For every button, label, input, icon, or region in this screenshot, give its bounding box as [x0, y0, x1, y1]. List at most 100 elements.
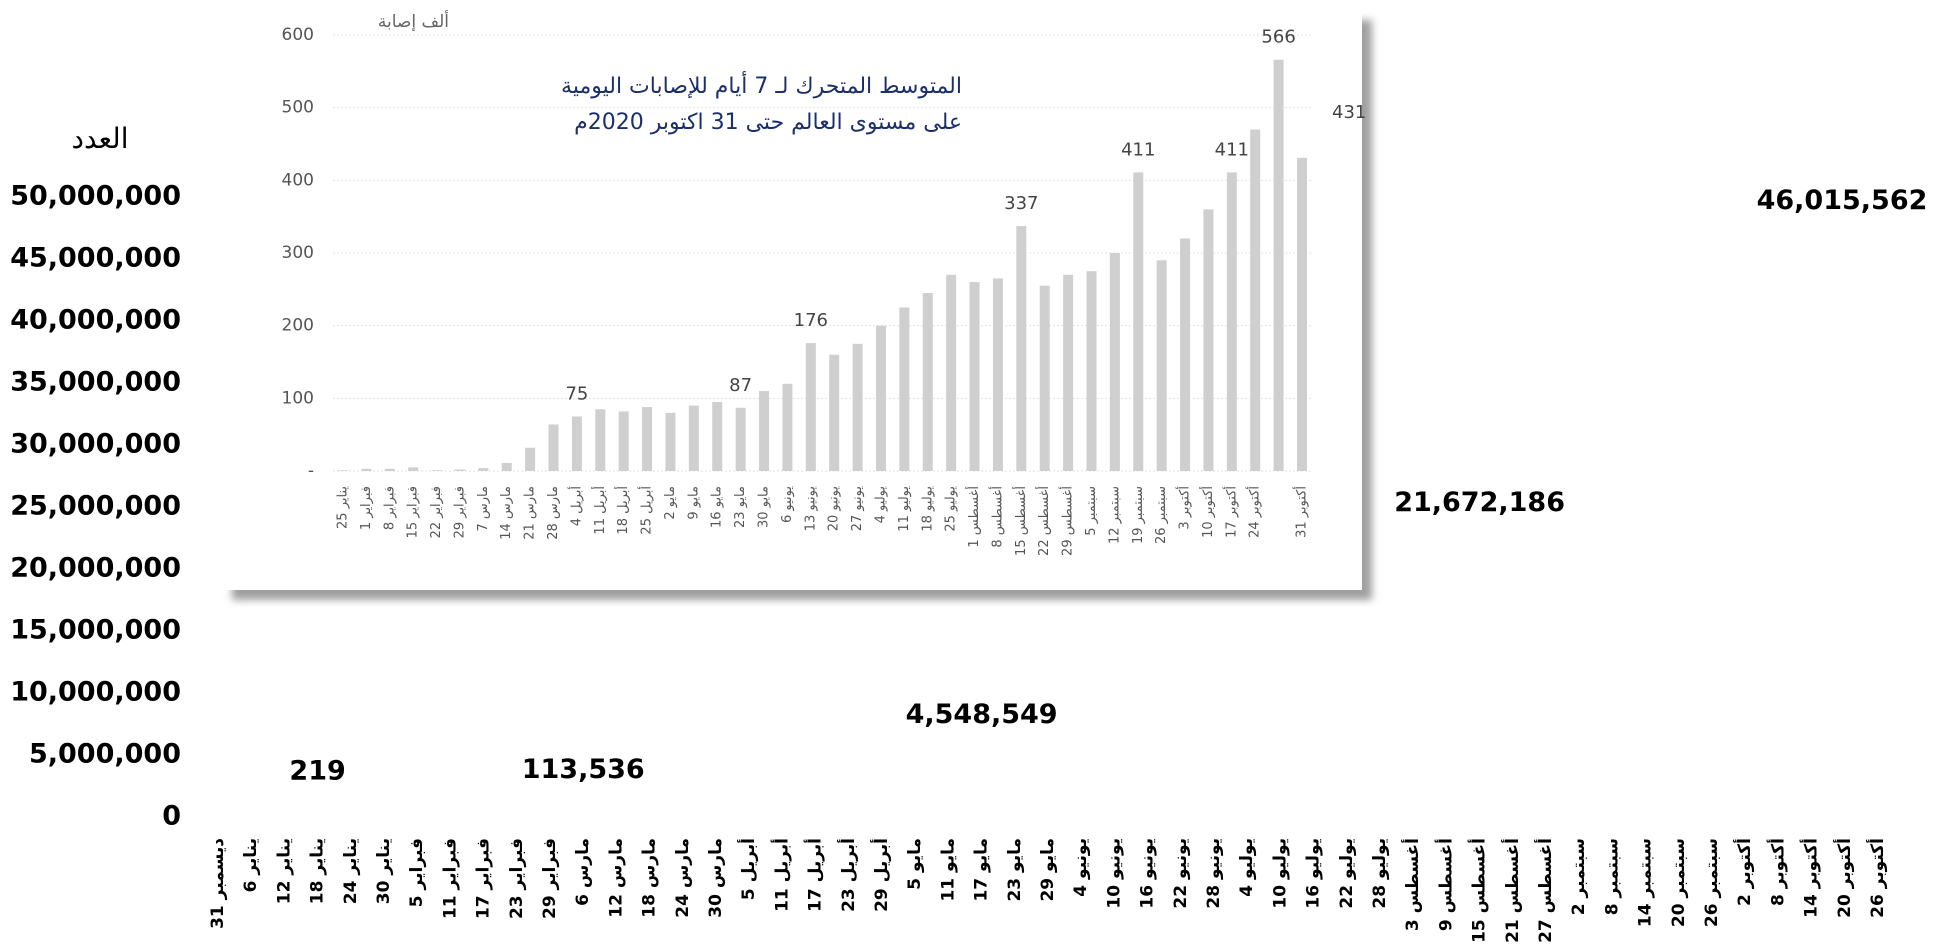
x-tick-label: 20 أكتوبر — [1833, 838, 1855, 918]
x-tick-label: 23 مايو — [733, 486, 748, 528]
x-tick-label: 10 أكتوبر — [1199, 486, 1216, 538]
x-tick-label: 6 يناير — [241, 838, 261, 892]
x-tick-label: 15 فبراير — [406, 486, 421, 538]
y-tick-label: 500 — [282, 98, 314, 118]
bar — [922, 292, 933, 471]
y-tick-label: 5,000,000 — [29, 739, 181, 770]
x-tick-label: 15 أغسطس — [1468, 838, 1490, 943]
x-tick-label: 4 يوليو — [873, 486, 888, 524]
x-tick-label: 11 فبراير — [440, 838, 460, 919]
x-tick-label: 18 أبريل — [614, 486, 631, 535]
x-tick-label: 27 أغسطس — [1534, 838, 1556, 943]
bar — [1226, 172, 1237, 471]
x-tick-label: 1 أغسطس — [965, 486, 982, 548]
x-tick-label: 3 أكتوبر — [1176, 486, 1193, 530]
x-tick-label: 5 فبراير — [407, 838, 427, 907]
bar — [1180, 238, 1191, 471]
x-tick-label: 11 أبريل — [770, 838, 792, 912]
x-tick-label: 2 سبتمبر — [1569, 838, 1589, 915]
x-tick-label: 4 يوليو — [1237, 838, 1257, 897]
y-tick-label: 400 — [282, 170, 314, 190]
x-tick-label: 23 مايو — [1005, 838, 1025, 902]
x-tick-label: 6 مارس — [573, 838, 593, 906]
data-label: 337 — [1004, 193, 1038, 214]
bar — [548, 424, 559, 471]
x-tick-label: 26 سبتمبر — [1154, 486, 1169, 544]
x-tick-label: 24 أكتوبر — [1246, 486, 1263, 538]
data-label: 46,015,562 — [1757, 185, 1928, 216]
x-tick-label: 8 فبراير — [382, 486, 397, 530]
x-tick-label: 9 مايو — [686, 486, 701, 520]
inset-title: على مستوى العالم حتى 31 اكتوبر 2020م — [574, 110, 962, 135]
data-label: 411 — [1121, 139, 1155, 160]
x-tick-label: 4 يونيو — [1071, 838, 1091, 897]
x-tick-label: 2 أكتوبر — [1733, 838, 1755, 906]
x-tick-label: 4 أبريل — [567, 486, 584, 526]
x-tick-label: 29 فبراير — [540, 838, 560, 919]
x-tick-label: 8 أكتوبر — [1766, 838, 1788, 906]
x-tick-label: 22 أغسطس — [1035, 486, 1052, 556]
bar — [1086, 271, 1097, 471]
x-tick-label: 29 أغسطس — [1059, 486, 1076, 556]
inset-title: المتوسط المتحرك لـ 7 أيام للإصابات اليوم… — [561, 71, 962, 99]
x-tick-label: 17 مايو — [972, 838, 992, 902]
x-tick-label: 23 فبراير — [507, 838, 527, 919]
x-tick-label: 2 مايو — [663, 486, 678, 520]
x-tick-label: 5 أبريل — [737, 838, 759, 900]
data-label: 113,536 — [522, 754, 645, 785]
x-tick-label: 14 أكتوبر — [1800, 838, 1822, 918]
bar — [852, 343, 863, 471]
x-tick-label: 16 يوليو — [1304, 838, 1324, 909]
x-tick-label: 13 يونيو — [803, 486, 818, 532]
x-tick-label: 20 سبتمبر — [1669, 838, 1689, 927]
y-tick-label: 0 — [162, 801, 181, 832]
y-tick-label: 50,000,000 — [10, 181, 181, 212]
x-tick-label: 14 مارس — [499, 486, 514, 540]
x-tick-label: 11 أبريل — [591, 486, 608, 535]
bar — [992, 278, 1003, 471]
x-tick-label: 30 يناير — [374, 838, 394, 904]
x-tick-label: 22 فبراير — [429, 486, 444, 538]
x-tick-label: 31 أكتوبر — [1293, 486, 1310, 538]
x-tick-label: 11 يوليو — [897, 486, 912, 532]
x-tick-label: 30 مارس — [706, 838, 726, 918]
x-tick-label: 11 مايو — [938, 838, 958, 902]
x-tick-label: 22 يوليو — [1337, 838, 1357, 909]
x-tick-label: 28 يونيو — [1204, 838, 1224, 909]
x-tick-label: 16 مايو — [710, 486, 725, 528]
x-tick-label: 29 مايو — [1038, 838, 1058, 902]
y-tick-label: 15,000,000 — [10, 615, 181, 646]
x-tick-label: 28 يوليو — [1370, 838, 1390, 909]
x-tick-label: 14 سبتمبر — [1636, 838, 1656, 927]
bar — [1297, 157, 1307, 471]
x-tick-label: 12 مارس — [606, 838, 626, 918]
bar — [501, 463, 512, 471]
y-tick-label: 30,000,000 — [10, 429, 181, 460]
x-tick-label: 29 فبراير — [452, 486, 467, 538]
bar — [899, 307, 910, 471]
data-label: 431 — [1332, 102, 1366, 123]
x-tick-label: 6 يونيو — [780, 486, 795, 523]
y-tick-label: 100 — [282, 388, 314, 408]
bar — [712, 401, 723, 471]
x-tick-label: 17 أبريل — [804, 838, 826, 912]
x-tick-label: 25 يوليو — [944, 486, 959, 532]
x-tick-label: 22 يونيو — [1171, 838, 1191, 909]
bar — [1039, 285, 1050, 471]
bar — [1063, 274, 1074, 471]
x-tick-label: 26 أكتوبر — [1866, 838, 1888, 918]
y-tick-label: 40,000,000 — [10, 305, 181, 336]
data-label: 87 — [729, 375, 752, 396]
bar — [618, 411, 629, 471]
bar — [759, 391, 770, 471]
x-tick-label: 12 يناير — [274, 838, 294, 904]
x-tick-label: 26 سبتمبر — [1702, 838, 1722, 927]
x-tick-label: 21 أغسطس — [1501, 838, 1523, 943]
bar — [642, 407, 653, 471]
x-tick-label: 20 يونيو — [827, 486, 842, 532]
bar — [829, 354, 840, 471]
y-tick-label: 300 — [282, 243, 314, 263]
x-tick-label: 10 يونيو — [1104, 838, 1124, 909]
bar — [782, 383, 793, 471]
